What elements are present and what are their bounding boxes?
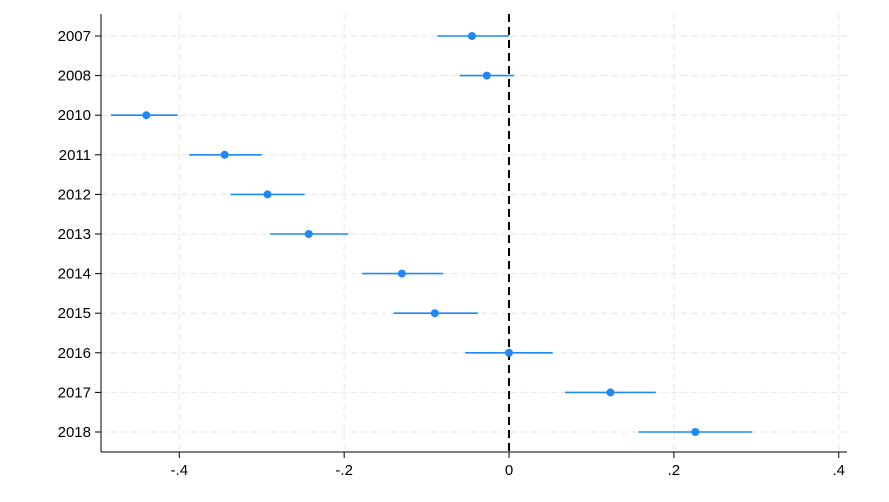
label-layer: 2007 2008 2010 2011 2012 2013 2014 2015 2016 2017… [58,28,845,479]
point-estimate-2014 [397,269,406,278]
y-tick-label: 2007 [58,28,91,45]
y-tick-label: 2012 [58,186,91,203]
y-tick-label: 2018 [58,424,91,441]
y-tick-label: 2017 [58,384,91,401]
y-tick-label: 2013 [58,226,91,243]
point-estimate-2010 [142,111,151,120]
x-tick-label: -.4 [171,462,189,479]
grid-layer [101,14,847,452]
x-tick-label: .2 [668,462,681,479]
y-tick-label: 2011 [59,147,91,164]
y-tick-label: 2015 [58,305,91,322]
marks-layer [110,32,753,436]
point-estimate-2013 [304,230,313,238]
point-estimate-2011 [220,150,229,159]
point-estimate-2015 [430,309,439,318]
y-tick-label: 2014 [58,266,91,283]
x-tick-label: .4 [832,462,845,479]
axis-layer [95,14,847,458]
x-tick-label: -.2 [335,462,353,479]
point-estimate-2018 [691,428,700,436]
x-tick-label: 0 [505,462,513,479]
y-tick-label: 2016 [58,345,91,362]
y-tick-label: 2010 [58,107,91,124]
point-estimate-2016 [505,348,514,357]
y-tick-label: 2008 [58,68,91,85]
point-estimate-2012 [263,190,272,199]
point-estimate-2008 [482,71,491,80]
point-estimate-2007 [467,32,476,40]
point-estimate-2017 [606,388,615,397]
